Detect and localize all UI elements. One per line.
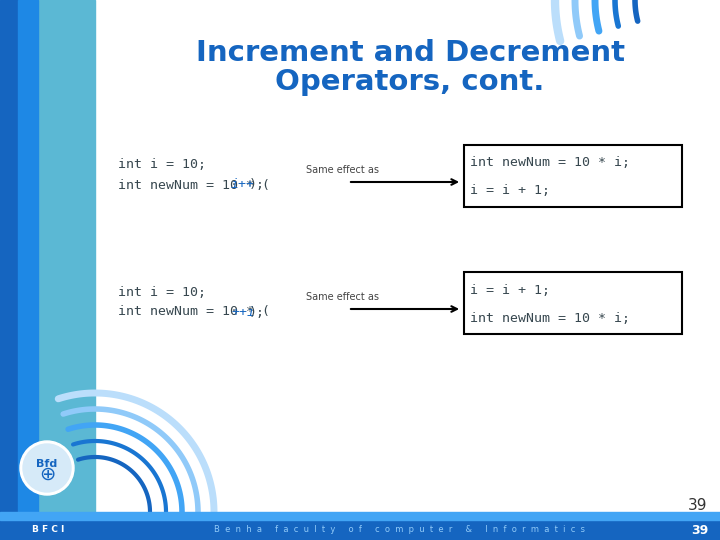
Bar [95,0,720,512]
Text: int i = 10;: int i = 10; [118,286,206,299]
Text: int newNum = 10 * i;: int newNum = 10 * i; [470,157,630,170]
Text: 39: 39 [691,523,708,537]
Text: 39: 39 [688,497,708,512]
Text: Increment and Decrement: Increment and Decrement [196,39,624,67]
Text: Same effect as: Same effect as [305,292,379,302]
Text: );: ); [249,306,265,319]
Circle shape [23,444,71,492]
Bar [0,0,95,512]
Text: int newNum = 10 * (: int newNum = 10 * ( [118,179,270,192]
Text: Same effect as: Same effect as [305,165,379,175]
Text: );: ); [249,179,265,192]
Text: int i = 10;: int i = 10; [118,159,206,172]
Bar [0,520,720,540]
Bar [464,272,682,334]
Bar [0,512,720,520]
Bar [0,0,18,512]
Text: int newNum = 10 * i;: int newNum = 10 * i; [470,312,630,325]
Text: Bfd: Bfd [37,459,58,469]
Text: i++: i++ [231,179,255,192]
Circle shape [20,441,74,495]
Text: i = i + 1;: i = i + 1; [470,185,550,198]
Text: int newNum = 10 * (: int newNum = 10 * ( [118,306,270,319]
Text: Operators, cont.: Operators, cont. [275,68,545,96]
Text: B F C I: B F C I [32,525,64,535]
Text: ⊕: ⊕ [39,464,55,483]
Bar [18,0,38,512]
Bar [95,0,720,512]
Text: B  e  n  h  a     f  a  c  u  l  t  y     o  f     c  o  m  p  u  t  e  r     & : B e n h a f a c u l t y o f c o m p u t … [215,525,585,535]
Text: i = i + 1;: i = i + 1; [470,284,550,296]
Bar [464,145,682,207]
Text: ++i: ++i [231,306,255,319]
